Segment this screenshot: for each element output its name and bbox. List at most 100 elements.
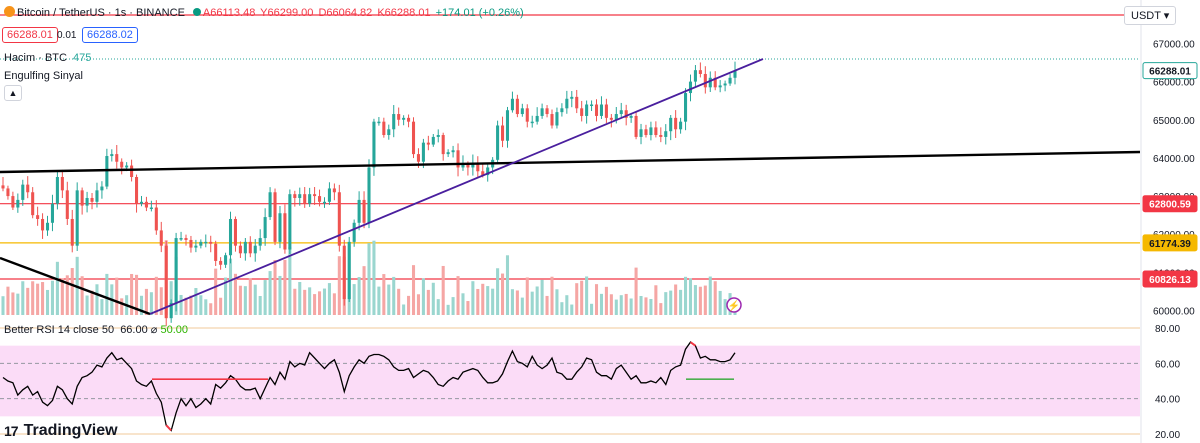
candle-body [313,194,317,197]
candle-body [130,165,134,177]
ohlc-open: A66113.48 [202,7,256,19]
candle-body [95,190,99,202]
volume-bar [451,297,455,315]
volume-bar [664,292,668,315]
candle-body [268,192,272,218]
volume-bar [31,281,35,315]
candle-body [189,239,193,248]
candle-body [679,121,683,130]
volume-bar [21,281,25,315]
volume-bar [585,276,589,315]
lightning-glyph: ⚡ [728,299,740,312]
volume-bar [471,281,475,315]
volume-bar [426,289,430,315]
candle-body [100,186,104,191]
candle-body [728,77,732,84]
volume-bar [481,283,485,315]
volume-bar [693,285,697,315]
volume-bar [575,283,579,315]
candle-body [570,96,574,99]
candle-body [565,98,569,109]
price-tick: 66000.00 [1153,78,1195,89]
candle-body [684,93,688,122]
currency-selector[interactable]: USDT ▾ [1124,6,1177,25]
candle-body [273,192,277,242]
candle-body [125,165,129,168]
candle-body [139,201,144,204]
currency-label: USDT [1131,10,1161,22]
volume-bar [525,277,529,315]
candle-body [327,188,331,202]
tradingview-logo[interactable]: 17 TradingView [4,422,118,440]
candle-body [120,161,124,168]
candle-body [214,243,218,261]
volume-bar [496,268,500,315]
volume-bar [219,297,223,315]
rsi-tick: 20.00 [1155,430,1180,441]
candle-body [599,104,603,116]
volume-bar [387,284,391,315]
market-status-icon [192,8,201,16]
volume-bar [604,286,608,315]
volume-bar [55,261,59,315]
candle-body [288,194,292,250]
candle-body [219,260,223,265]
candle-body [733,70,737,78]
symbol-name[interactable]: Bitcoin / TetherUS · 1s · BINANCE [17,7,185,19]
candle-body [372,121,376,168]
volume-bar [283,259,287,315]
candle-body [293,194,297,198]
candle-body [248,241,252,254]
lightning-icon [726,297,742,313]
volume-bar [476,288,480,315]
volume-bar [194,287,198,315]
buy-button[interactable]: 66288.02 [82,27,138,43]
candle-body [486,167,490,176]
volume-bar [456,276,460,315]
candle-body [713,77,717,88]
chevron-up-icon: ▲ [8,88,18,98]
volume-bar [654,285,658,315]
candle-body [723,83,727,86]
volume-bar [169,281,173,315]
volume-bar [377,286,381,315]
price-label-box [1142,62,1198,80]
volume-bar [431,282,435,315]
candle-body [11,196,15,208]
volume-bar [268,271,272,315]
collapse-legend-button[interactable]: ▲ [4,85,22,101]
volume-bar [144,288,148,315]
volume-bar [491,288,495,315]
volume-bar [510,289,514,315]
volume-bar [90,290,94,315]
volume-bar [308,287,312,315]
volume-bar [6,286,10,315]
volume-bar [303,289,307,315]
volume-bar [723,299,727,315]
candle-body [476,163,480,172]
candle-body [60,177,64,191]
candle-body [337,192,341,246]
volume-bar [382,274,386,315]
rsi-band [0,345,1140,417]
candle-body [392,114,396,130]
candle-body [604,104,608,118]
sell-button[interactable]: 66288.01 [2,27,58,43]
volume-bar [565,295,569,315]
rsi-legend: Better RSI 14 close 50 66.00 ⌀ 50.00 [4,323,188,336]
volume-bar [669,290,673,315]
volume-bar [248,278,252,315]
volume-bar [446,304,450,315]
candle-body [169,302,173,319]
candle-body [55,177,59,204]
candle-body [397,114,401,120]
volume-bar [580,280,584,315]
volume-bar [238,285,242,315]
volume-bar [530,291,534,315]
volume-bar [154,276,158,315]
volume-bar [41,282,45,315]
candle-body [377,121,381,124]
volume-bar [713,281,717,315]
volume-bar [184,297,188,315]
